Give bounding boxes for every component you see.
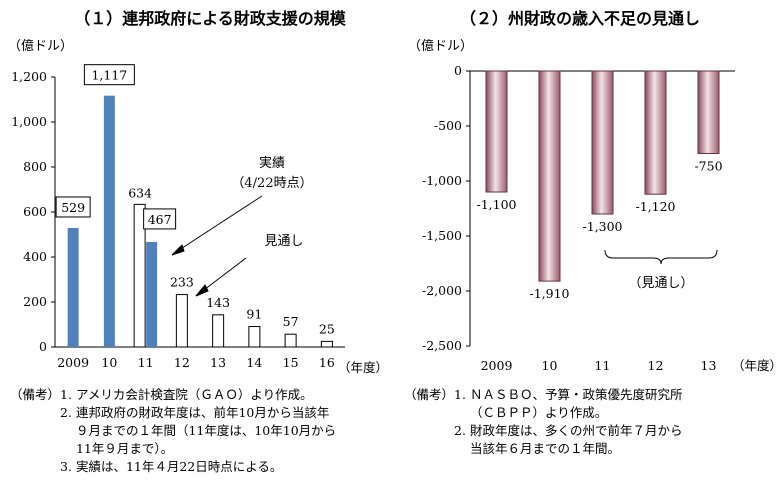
left-x-tick-label: 12 (174, 355, 190, 370)
right-x-tick-label: 11 (595, 358, 611, 373)
left-data-label: 57 (283, 314, 299, 329)
left-y-tick-label: 1,000 (11, 114, 47, 129)
left-y-tick-label: 200 (23, 294, 47, 309)
left-x-tick-label: 2009 (57, 355, 89, 370)
annotation-arrows (171, 195, 263, 297)
note-right-2-num: 2. (454, 423, 466, 438)
left-data-label: 143 (206, 295, 230, 310)
right-x-tick-label: 10 (542, 358, 558, 373)
note-left-2-num: 2. (60, 405, 72, 420)
note-left-3-text: 実績は、11年４月22日時点による。 (75, 459, 283, 474)
left-x-tick-label: 14 (246, 355, 262, 370)
right-data-label: -1,910 (529, 286, 569, 301)
right-y-tick-label: -1,000 (422, 173, 462, 188)
left-bar-forecast (175, 294, 188, 348)
arrow-actual-head (171, 244, 185, 256)
right-bar (697, 70, 720, 154)
right-bar (485, 70, 508, 193)
left-bar-actual (103, 95, 115, 347)
notes-left: （備考） 1. アメリカ会計検査院（ＧＡＯ）より作成。 2. 連邦政府の財政年度… (10, 386, 336, 476)
forecast-brace (604, 249, 718, 265)
right-chart: 0 -500 -1,000 -1,500 -2,000 -2,500 2009 -1,100 1… (422, 63, 735, 373)
left-chart: 0 200 400 600 800 1,000 1,200 2009 10 11 12 13 14 15 1… (11, 64, 345, 370)
left-bar-actual (67, 227, 79, 347)
right-data-label: -1,100 (476, 197, 516, 212)
right-data-label: -1,300 (582, 219, 622, 234)
annotation-forecast-left: 見通し (264, 234, 303, 249)
note-right-1-num: 1. (454, 387, 466, 402)
note-left-2-text: 連邦政府の財政年度は、前年10月から当該年 ９月までの１年間（11年度は、10年… (75, 405, 337, 456)
left-y-tick-label: 1,200 (11, 69, 47, 84)
right-y-unit: （億ドル） (408, 38, 473, 54)
left-x-tick-label: 15 (283, 355, 299, 370)
right-x-tick-label: 2009 (481, 358, 513, 373)
left-data-label-box: 529 (55, 196, 91, 218)
notes-right-head: （備考） (404, 387, 455, 402)
left-x-tick-label: 11 (138, 355, 154, 370)
left-bar-forecast (212, 314, 225, 348)
left-bar-forecast (248, 326, 261, 348)
left-data-label: 529 (61, 200, 85, 215)
left-y-tick-label: 0 (39, 339, 47, 354)
left-data-label-box: 1,117 (83, 64, 135, 86)
label-box (83, 64, 135, 86)
right-bar (538, 70, 561, 282)
left-y-tick-label: 800 (23, 159, 47, 174)
note-right-1-text: ＮＡＳＢＯ、予算・政策優先度研究所 （ＣＢＰＰ）より作成。 (469, 387, 683, 420)
annotation-actual-line2: （4/22時点） (231, 176, 312, 191)
left-x-unit: （年度） (338, 360, 388, 375)
left-x-tick-label: 13 (210, 355, 226, 370)
note-left-1-text: アメリカ会計検査院（ＧＡＯ）より作成。 (75, 387, 313, 402)
left-bar-forecast (133, 203, 146, 348)
right-y-tick-label: -2,000 (422, 283, 462, 298)
note-left-1-num: 1. (60, 387, 72, 402)
left-data-label: 233 (170, 275, 194, 290)
annotation-actual-line1: 実績 (259, 155, 285, 171)
right-x-unit: （年度） (732, 358, 782, 373)
left-data-label: 1,117 (91, 68, 127, 83)
left-data-label: 91 (246, 307, 262, 322)
left-x-tick-label: 10 (101, 355, 117, 370)
right-y-tick-label: -500 (434, 118, 462, 133)
note-left-3-num: 3. (60, 459, 72, 474)
annotation-forecast-right: （見通し） (628, 276, 693, 291)
left-data-label: 634 (128, 185, 152, 200)
right-data-label: -750 (694, 159, 722, 174)
note-right-2-text: 財政年度は、多くの州で前年７月から 当該年６月までの１年間。 (469, 423, 683, 456)
arrow-forecast-head (195, 284, 209, 297)
left-data-label: 467 (148, 212, 172, 227)
left-x-tick-label: 16 (319, 355, 335, 370)
left-bar-forecast (284, 333, 297, 348)
left-data-label-box: 467 (143, 208, 177, 230)
notes-left-head: （備考） (10, 387, 61, 402)
right-data-label: -1,120 (635, 199, 675, 214)
left-data-label: 25 (319, 321, 335, 336)
left-y-tick-label: 400 (23, 249, 47, 264)
left-chart-title: （１）連邦政府による財政支援の規模 (74, 9, 347, 28)
right-chart-title: （２）州財政の歳入不足の見通し (460, 9, 700, 28)
label-box (55, 196, 91, 218)
right-x-tick-label: 12 (648, 358, 664, 373)
label-box (143, 208, 177, 230)
left-y-unit: （億ドル） (8, 38, 73, 54)
right-y-tick-label: -1,500 (422, 228, 462, 243)
right-y-tick-label: -2,500 (422, 338, 462, 353)
arrow-forecast (199, 257, 247, 294)
right-y-tick-label: 0 (454, 63, 462, 78)
notes-right: （備考） 1. ＮＡＳＢＯ、予算・政策優先度研究所 （ＣＢＰＰ）より作成。 2.… (404, 386, 682, 458)
right-bar (591, 70, 614, 215)
arrow-actual (175, 195, 263, 253)
left-bar-forecast (320, 340, 333, 348)
right-bar (644, 70, 667, 195)
left-bar-actual (146, 241, 158, 347)
right-x-tick-label: 13 (701, 358, 717, 373)
left-y-tick-label: 600 (23, 204, 47, 219)
